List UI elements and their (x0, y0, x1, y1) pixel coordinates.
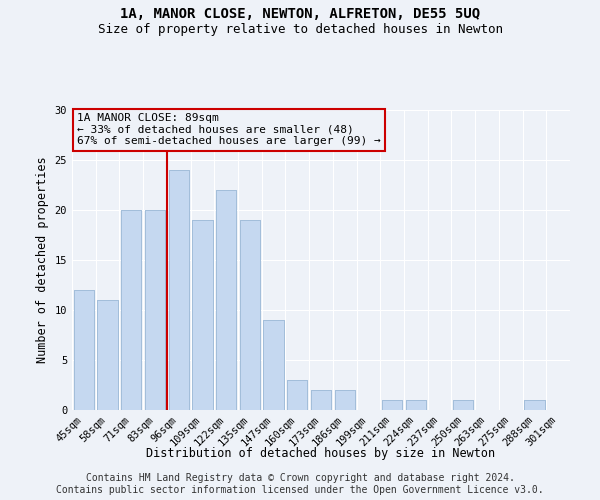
Bar (169, 170, 189, 410)
Bar (335, 390, 355, 410)
Bar (240, 220, 260, 410)
Bar (311, 390, 331, 410)
Bar (97, 300, 118, 410)
Bar (335, 390, 355, 410)
Text: Distribution of detached houses by size in Newton: Distribution of detached houses by size … (146, 448, 496, 460)
Bar (240, 220, 260, 410)
Bar (193, 220, 212, 410)
Bar (145, 210, 165, 410)
Bar (216, 190, 236, 410)
Bar (74, 290, 94, 410)
Bar (382, 400, 402, 410)
Bar (287, 380, 307, 410)
Bar (216, 190, 236, 410)
Bar (193, 220, 212, 410)
Text: Contains HM Land Registry data © Crown copyright and database right 2024.
Contai: Contains HM Land Registry data © Crown c… (56, 474, 544, 495)
Bar (382, 400, 402, 410)
Bar (311, 390, 331, 410)
Bar (121, 210, 142, 410)
Bar (287, 380, 307, 410)
Bar (524, 400, 545, 410)
Bar (524, 400, 545, 410)
Bar (453, 400, 473, 410)
Y-axis label: Number of detached properties: Number of detached properties (36, 156, 49, 364)
Bar (169, 170, 189, 410)
Bar (145, 210, 165, 410)
Text: 1A, MANOR CLOSE, NEWTON, ALFRETON, DE55 5UQ: 1A, MANOR CLOSE, NEWTON, ALFRETON, DE55 … (120, 8, 480, 22)
Text: 1A MANOR CLOSE: 89sqm
← 33% of detached houses are smaller (48)
67% of semi-deta: 1A MANOR CLOSE: 89sqm ← 33% of detached … (77, 113, 381, 146)
Bar (453, 400, 473, 410)
Text: Size of property relative to detached houses in Newton: Size of property relative to detached ho… (97, 22, 503, 36)
Bar (406, 400, 426, 410)
Bar (97, 300, 118, 410)
Bar (74, 290, 94, 410)
Bar (263, 320, 284, 410)
Bar (121, 210, 142, 410)
Bar (406, 400, 426, 410)
Bar (263, 320, 284, 410)
